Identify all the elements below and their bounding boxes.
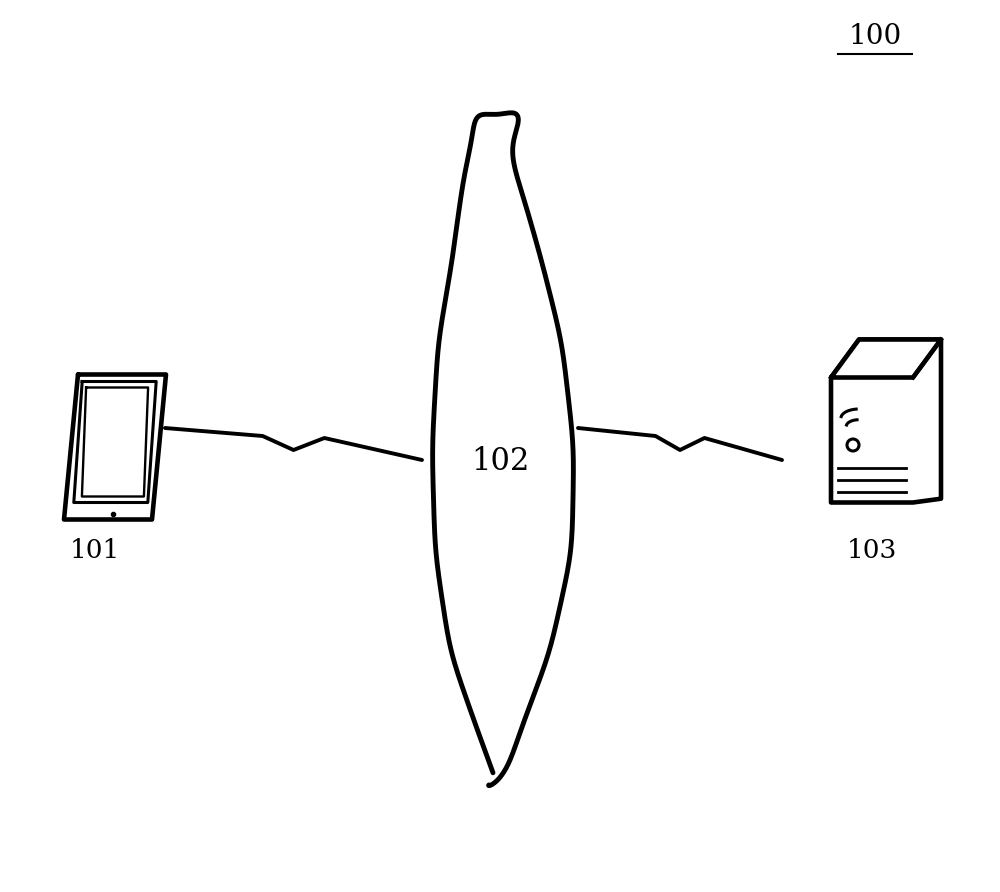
Polygon shape <box>64 375 166 519</box>
Text: 102: 102 <box>471 447 529 477</box>
Polygon shape <box>831 340 941 377</box>
Text: 103: 103 <box>847 538 897 563</box>
Text: 101: 101 <box>70 538 120 563</box>
Polygon shape <box>433 112 573 786</box>
Polygon shape <box>831 340 941 502</box>
Text: 100: 100 <box>848 23 902 51</box>
